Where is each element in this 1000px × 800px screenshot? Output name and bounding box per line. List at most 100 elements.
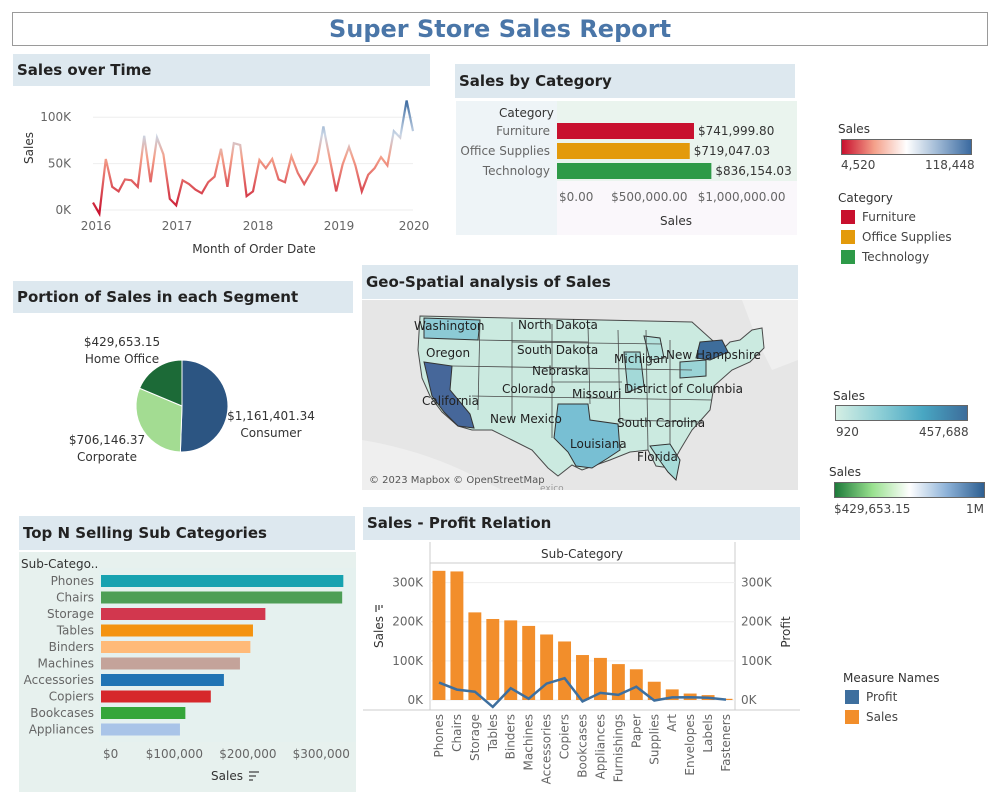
top-n-chart: Sub-Catego.. Phones Chairs Storage Tables Bi… bbox=[21, 557, 350, 783]
sp-xtick: Machines bbox=[522, 714, 536, 770]
top-n-label: Binders bbox=[49, 640, 94, 654]
pie-slice[interactable] bbox=[135, 387, 183, 453]
sp-xtick: Supplies bbox=[647, 714, 661, 765]
pie-slice[interactable] bbox=[138, 359, 183, 407]
sales-bar[interactable] bbox=[504, 620, 518, 700]
pie-slice[interactable] bbox=[179, 359, 229, 453]
sales-bar[interactable] bbox=[611, 664, 625, 700]
legend-item-technology[interactable]: Technology bbox=[841, 247, 952, 267]
top-n-bar[interactable] bbox=[101, 641, 251, 653]
category-legend: Furniture Office Supplies Technology bbox=[841, 207, 952, 267]
top-n-label: Storage bbox=[47, 607, 94, 621]
top-n-label: Phones bbox=[51, 574, 94, 588]
category-bar[interactable] bbox=[557, 143, 690, 159]
header-sales-over-time: Sales over Time bbox=[13, 54, 430, 86]
sales-bar[interactable] bbox=[647, 681, 661, 700]
sp-ytick-right: 200K bbox=[741, 615, 773, 629]
sales-map[interactable]: Washington North Dakota Oregon South Dakota… bbox=[362, 300, 798, 490]
sot-xtick: 2018 bbox=[243, 219, 274, 233]
top-n-bar[interactable] bbox=[101, 690, 211, 703]
sp-ylabel-right: Profit bbox=[779, 616, 793, 648]
top-n-bar[interactable] bbox=[101, 723, 180, 736]
sales-gradient-bar bbox=[841, 139, 972, 155]
sp-xtick: Appliances bbox=[593, 714, 607, 779]
sales-bar[interactable] bbox=[450, 571, 464, 700]
sot-xlabel: Month of Order Date bbox=[192, 242, 315, 256]
map-sales-gradient-bar bbox=[835, 405, 968, 421]
legend-item-sales[interactable]: Sales bbox=[845, 707, 898, 727]
sp-xtick: Paper bbox=[629, 714, 643, 748]
category-bar[interactable] bbox=[557, 163, 712, 179]
sales-by-category-chart: Category Furniture $741,999.80 Office Supp… bbox=[460, 106, 791, 228]
sot-xtick: 2019 bbox=[324, 219, 355, 233]
category-value-label: $741,999.80 bbox=[698, 124, 774, 138]
pie-label-home-office: Home Office bbox=[85, 352, 159, 366]
sp-xtick: Furnishings bbox=[611, 714, 625, 782]
top-n-label: Machines bbox=[38, 657, 94, 671]
pie-label-corporate-value: $706,146.37 bbox=[69, 433, 145, 447]
map-state-label: North Dakota bbox=[518, 318, 598, 332]
legend-item-profit[interactable]: Profit bbox=[845, 687, 898, 707]
map-state-label: New Mexico bbox=[490, 412, 562, 426]
header-sales-by-category: Sales by Category bbox=[455, 64, 795, 98]
map-state-label: Michigan bbox=[614, 352, 668, 366]
top-n-xtick: $0 bbox=[103, 747, 118, 761]
map-state-label: Nebraska bbox=[532, 364, 589, 378]
sales-bar[interactable] bbox=[522, 625, 536, 700]
map-sales-legend-title: Sales bbox=[833, 389, 865, 403]
header-top-n: Top N Selling Sub Categories bbox=[19, 516, 355, 550]
map-state-label: South Dakota bbox=[517, 343, 598, 357]
sales-bar[interactable] bbox=[665, 689, 679, 700]
sales-bar[interactable] bbox=[629, 669, 643, 700]
map-state-label: Oregon bbox=[426, 346, 470, 360]
swatch bbox=[841, 230, 855, 244]
top-n-bar[interactable] bbox=[101, 591, 343, 604]
top-n-bar[interactable] bbox=[101, 608, 266, 620]
top-n-bar[interactable] bbox=[101, 575, 344, 587]
sp-xtick: Envelopes bbox=[683, 714, 697, 776]
sales-profit-chart: Sub-Category 0K 0K 100K 100K 200K 200K 300K 300… bbox=[363, 542, 800, 784]
legend-item-office-supplies[interactable]: Office Supplies bbox=[841, 227, 952, 247]
category-xtick: $0.00 bbox=[559, 190, 593, 204]
measure-names-legend-title: Measure Names bbox=[843, 671, 940, 685]
category-label: Office Supplies bbox=[460, 144, 550, 158]
sales-bar[interactable] bbox=[719, 698, 733, 700]
sp-ylabel: Sales bbox=[372, 616, 386, 648]
top-n-label: Bookcases bbox=[30, 706, 94, 720]
sales-bar[interactable] bbox=[468, 612, 482, 700]
legend-item-furniture[interactable]: Furniture bbox=[841, 207, 952, 227]
map-state-label: New Hampshire bbox=[666, 348, 761, 362]
pie-label-corporate: Corporate bbox=[77, 450, 137, 464]
sales-line bbox=[92, 100, 415, 218]
sales-bar[interactable] bbox=[558, 641, 572, 700]
sales-bar[interactable] bbox=[593, 657, 607, 700]
sp-sort-icon[interactable] bbox=[375, 605, 383, 612]
sot-xtick: 2017 bbox=[162, 219, 193, 233]
category-value-label: $719,047.03 bbox=[694, 144, 770, 158]
top-n-xtick: $300,000 bbox=[293, 747, 350, 761]
category-bar[interactable] bbox=[557, 123, 694, 139]
profit-line bbox=[438, 676, 727, 709]
top-n-bar[interactable] bbox=[101, 707, 186, 719]
top-n-bar[interactable] bbox=[101, 624, 253, 637]
sp-xtick: Storage bbox=[468, 714, 482, 761]
top-n-bar[interactable] bbox=[101, 657, 240, 670]
sales-bar[interactable] bbox=[486, 618, 500, 700]
map-state-label: District of Columbia bbox=[624, 382, 743, 396]
sort-icon[interactable] bbox=[249, 771, 259, 781]
sp-ytick-left: 100K bbox=[392, 654, 424, 668]
top-n-label: Copiers bbox=[49, 690, 94, 704]
sales-bar[interactable] bbox=[540, 634, 554, 700]
pie-label-consumer-value: $1,161,401.34 bbox=[227, 409, 315, 423]
sales-bar[interactable] bbox=[432, 570, 446, 700]
sp-ytick-left: 200K bbox=[392, 615, 424, 629]
map-state-label: South Carolina bbox=[617, 416, 705, 430]
sp-ytick-left: 300K bbox=[392, 576, 424, 590]
sp-xtick: Tables bbox=[486, 714, 500, 752]
category-label: Furniture bbox=[496, 124, 550, 138]
sales-bar[interactable] bbox=[576, 655, 589, 700]
sot-ytick: 50K bbox=[48, 157, 72, 171]
legend-label: Profit bbox=[866, 690, 898, 704]
top-n-bar[interactable] bbox=[101, 674, 224, 686]
map-state-label: Missouri bbox=[572, 387, 621, 401]
